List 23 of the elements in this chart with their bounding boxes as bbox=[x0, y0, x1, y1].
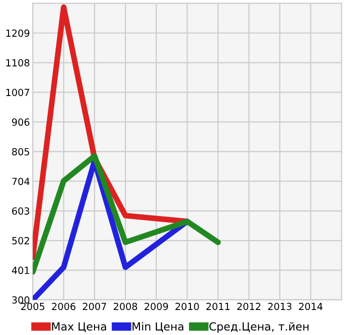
y-tick-label: 300 bbox=[12, 296, 30, 304]
y-tick-label: 805 bbox=[12, 148, 30, 156]
x-tick-label: 2007 bbox=[82, 302, 106, 310]
x-tick-label: 2013 bbox=[268, 302, 292, 310]
y-tick-label: 906 bbox=[12, 118, 30, 126]
legend-label: Min Цена bbox=[132, 322, 184, 332]
y-tick-label: 1007 bbox=[6, 88, 30, 96]
x-tick-label: 2014 bbox=[299, 302, 322, 310]
y-tick-label: 1108 bbox=[6, 59, 30, 66]
legend-label: Max Цена bbox=[52, 322, 106, 332]
x-tick-label: 2006 bbox=[52, 302, 76, 310]
y-tick-label: 401 bbox=[12, 266, 30, 274]
x-tick-label: 2005 bbox=[21, 302, 44, 310]
x-tick-label: 2012 bbox=[237, 302, 260, 310]
y-tick-label: 1209 bbox=[6, 29, 30, 37]
x-tick-label: 2011 bbox=[206, 302, 230, 310]
y-tick-label: 502 bbox=[12, 237, 30, 244]
x-tick-label: 2008 bbox=[114, 302, 138, 310]
legend-label: Сред.Цена, т.йен bbox=[209, 322, 309, 333]
y-tick-label: 704 bbox=[12, 178, 30, 186]
y-tick-label: 603 bbox=[12, 207, 30, 215]
x-tick-label: 2009 bbox=[144, 302, 168, 310]
x-tick-label: 2010 bbox=[176, 302, 199, 310]
